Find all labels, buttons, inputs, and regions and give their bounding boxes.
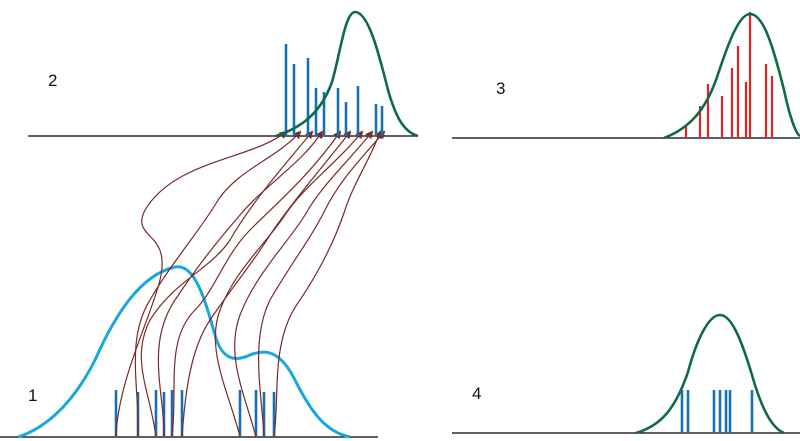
teal-density-curve — [17, 265, 351, 439]
flow-arrow — [273, 130, 382, 438]
flow-arrow — [171, 130, 342, 438]
green-density-curve-panel-4 — [635, 313, 785, 435]
flow-arrow — [258, 130, 386, 438]
panel-label-3: 3 — [496, 79, 505, 98]
flow-arrow — [234, 130, 374, 438]
panel-label-2: 2 — [48, 71, 57, 90]
flow-arrow — [181, 130, 352, 438]
spikes-panel-3 — [684, 12, 774, 138]
spikes-panel-1 — [114, 390, 276, 437]
panel-label-4: 4 — [472, 384, 481, 403]
green-density-curve-panel-2 — [275, 10, 419, 138]
spikes-panel-2 — [284, 44, 384, 136]
panel-label-1: 1 — [28, 386, 37, 405]
flow-arrow — [157, 130, 324, 438]
flow-arrows — [115, 130, 386, 438]
green-density-curve-panel-3 — [663, 12, 800, 140]
flow-arrow — [134, 130, 302, 438]
spikes-panel-4 — [680, 390, 754, 433]
flow-arrow — [214, 130, 364, 438]
